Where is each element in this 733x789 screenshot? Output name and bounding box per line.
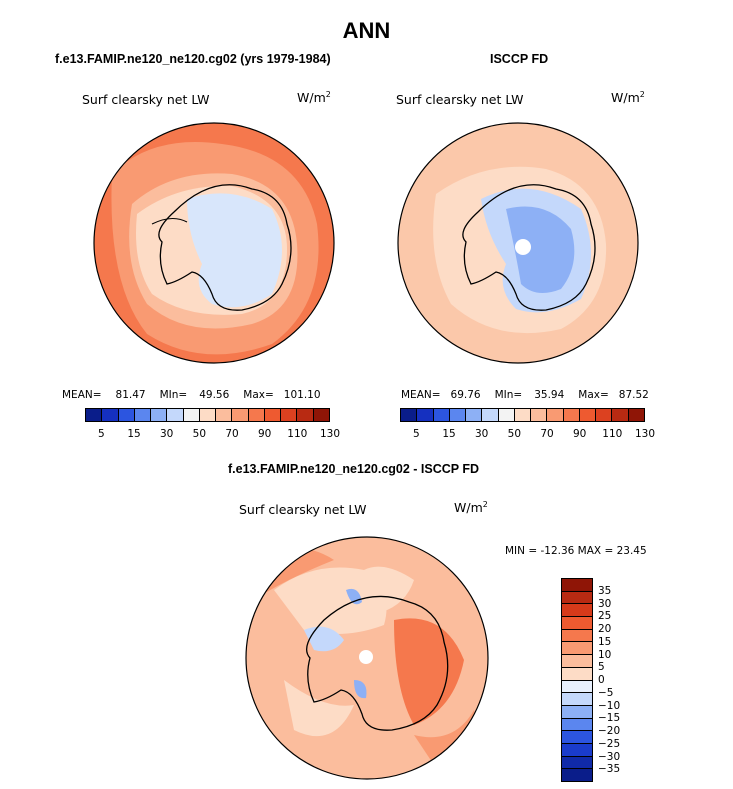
colorbar-tick-label: −25 (598, 737, 621, 750)
colorbar-tick-label: −10 (598, 699, 621, 712)
colorbar-swatch (264, 409, 282, 421)
colorbar-swatch (417, 409, 434, 421)
colorbar-swatch (562, 680, 592, 694)
colorbar-swatch (563, 409, 580, 421)
colorbar-swatch (562, 731, 592, 744)
colorbar-tick-label: 0 (598, 674, 605, 686)
diff-variable-label: Surf clearsky net LW (239, 502, 367, 517)
panel1-colorbar (85, 408, 330, 422)
colorbar-tick-label: 90 (572, 428, 587, 440)
colorbar-swatch (562, 756, 592, 770)
panel1-units: W/m2 (297, 90, 331, 106)
colorbar-tick-label: 15 (598, 635, 612, 648)
panel1-colorbar-ticks: 5 15 30 50 70 90 110 130 (85, 428, 340, 442)
colorbar-tick-label: 20 (598, 623, 612, 635)
diff-polar-map (245, 536, 489, 780)
panel2-polar-map (397, 122, 639, 364)
colorbar-swatch (514, 409, 532, 421)
colorbar-tick-label: 30 (474, 428, 489, 440)
colorbar-tick-label: 10 (598, 648, 612, 661)
colorbar-tick-label: 110 (287, 428, 308, 440)
colorbar-swatch (562, 629, 592, 643)
diff-case-title: f.e13.FAMIP.ne120_ne120.cg02 - ISCCP FD (228, 462, 480, 476)
panel2-case-title: ISCCP FD (490, 52, 549, 66)
colorbar-swatch (562, 591, 592, 605)
colorbar-tick-label: 110 (602, 428, 623, 440)
colorbar-swatch (433, 409, 450, 421)
colorbar-swatch (562, 655, 592, 668)
colorbar-tick-label: 130 (634, 428, 656, 440)
colorbar-tick-label: 130 (319, 428, 341, 440)
diff-colorbar-ticks: 35 30 25 20 15 10 5 0 −5 −10 −15 −20 −25 −30 −35 (598, 578, 638, 782)
colorbar-tick-label: 70 (225, 428, 239, 440)
colorbar-swatch (562, 642, 592, 656)
panel2-units: W/m2 (611, 90, 645, 106)
colorbar-swatch (167, 409, 184, 421)
colorbar-swatch (248, 409, 265, 421)
colorbar-tick-label: 30 (598, 597, 612, 610)
colorbar-swatch (562, 617, 592, 630)
panel1-polar-map (93, 122, 335, 364)
colorbar-swatch (547, 409, 564, 421)
colorbar-tick-label: −20 (598, 725, 621, 737)
colorbar-tick-label: 35 (598, 584, 612, 597)
colorbar-tick-label: 30 (159, 428, 174, 440)
colorbar-swatch (313, 409, 329, 421)
colorbar-swatch (531, 409, 548, 421)
colorbar-swatch (498, 409, 515, 421)
colorbar-tick-label: 25 (598, 610, 612, 623)
colorbar-swatch (449, 409, 467, 421)
diff-colorbar (561, 578, 593, 782)
colorbar-tick-label: −30 (598, 750, 621, 763)
colorbar-swatch (466, 409, 483, 421)
colorbar-swatch (579, 409, 597, 421)
panel2-colorbar-ticks: 5 15 30 50 70 90 110 130 (400, 428, 655, 442)
colorbar-swatch (628, 409, 644, 421)
diff-units: W/m2 (454, 500, 488, 516)
colorbar-tick-label: 5 (97, 428, 105, 440)
panel2-stats: MEAN= 69.76 MIn= 35.94 Max= 87.52 (401, 389, 649, 401)
colorbar-swatch (151, 409, 168, 421)
colorbar-tick-label: 5 (598, 661, 605, 674)
colorbar-swatch (86, 409, 103, 421)
panel2-variable-label: Surf clearsky net LW (396, 92, 524, 107)
colorbar-tick-label: 15 (127, 428, 141, 440)
colorbar-swatch (562, 693, 592, 706)
diff-min-max: MIN = -12.36 MAX = 23.45 (505, 545, 647, 557)
colorbar-tick-label: 5 (412, 428, 420, 440)
colorbar-tick-label: −35 (598, 763, 621, 776)
panel1-case-title: f.e13.FAMIP.ne120_ne120.cg02 (yrs 1979-1… (55, 52, 331, 66)
colorbar-swatch (562, 718, 592, 732)
colorbar-swatch (482, 409, 499, 421)
colorbar-swatch (118, 409, 135, 421)
colorbar-swatch (183, 409, 200, 421)
colorbar-tick-label: 50 (192, 428, 207, 440)
colorbar-swatch (562, 579, 592, 592)
panel1-variable-label: Surf clearsky net LW (82, 92, 210, 107)
colorbar-swatch (102, 409, 119, 421)
colorbar-swatch (281, 409, 298, 421)
colorbar-swatch (297, 409, 314, 421)
colorbar-swatch (401, 409, 418, 421)
colorbar-tick-label: 15 (442, 428, 456, 440)
colorbar-swatch (134, 409, 152, 421)
colorbar-swatch (612, 409, 629, 421)
colorbar-swatch (562, 705, 592, 719)
colorbar-swatch (596, 409, 613, 421)
colorbar-swatch (232, 409, 249, 421)
colorbar-tick-label: −5 (598, 686, 614, 699)
panel1-stats: MEAN= 81.47 MIn= 49.56 Max= 101.10 (62, 389, 321, 401)
page-title: ANN (342, 18, 391, 43)
colorbar-swatch (562, 769, 592, 781)
colorbar-swatch (562, 743, 592, 757)
colorbar-tick-label: 90 (257, 428, 272, 440)
colorbar-swatch (562, 667, 592, 681)
colorbar-swatch (562, 604, 592, 618)
colorbar-tick-label: −15 (598, 712, 621, 725)
colorbar-tick-label: 70 (540, 428, 554, 440)
colorbar-tick-label: 50 (507, 428, 522, 440)
colorbar-swatch (216, 409, 233, 421)
panel2-colorbar (400, 408, 645, 422)
colorbar-swatch (199, 409, 217, 421)
